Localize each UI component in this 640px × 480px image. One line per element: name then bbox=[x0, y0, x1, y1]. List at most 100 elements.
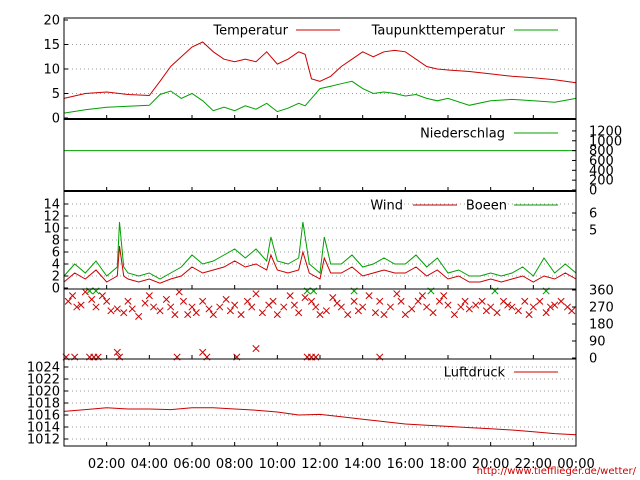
precipitation-ytick-right-label: 1000 bbox=[589, 134, 622, 149]
wind-ytick-label: 4 bbox=[52, 258, 60, 273]
wind-direction-point bbox=[258, 309, 266, 317]
wind-direction-point bbox=[184, 311, 192, 319]
wind-direction-point bbox=[269, 297, 277, 305]
wind-direction-point bbox=[344, 311, 352, 319]
wind-direction-point bbox=[252, 290, 260, 298]
wind-direction-point bbox=[64, 297, 72, 305]
wind-legend-label-2: Boeen bbox=[466, 199, 507, 214]
x-tick-label: 04:00 bbox=[131, 457, 168, 472]
wind-direction-ytick-right-label: 360 bbox=[589, 284, 614, 299]
wind-direction-point bbox=[435, 297, 444, 305]
wind-direction-ytick-right-label: 270 bbox=[589, 301, 614, 316]
wind-direction-point bbox=[429, 309, 437, 317]
wind-ytick-label: 8 bbox=[52, 234, 60, 249]
wind-direction-point bbox=[472, 301, 480, 309]
wind-direction-point bbox=[68, 292, 77, 300]
x-tick-label: 14:00 bbox=[344, 457, 381, 472]
wind-direction-point bbox=[209, 311, 217, 319]
pressure-ytick-label: 1014 bbox=[27, 421, 60, 436]
wind-direction-point bbox=[465, 305, 473, 313]
data-layer bbox=[62, 41, 577, 436]
wind-direction-point bbox=[371, 309, 380, 317]
wind-direction-point bbox=[418, 292, 426, 300]
credit-link[interactable]: http://www.tiefflieger.de/wetter/ bbox=[477, 466, 637, 477]
precipitation-ytick-right-label: 800 bbox=[589, 144, 614, 159]
wind-ytick-right-label: 5 bbox=[589, 224, 597, 239]
wind-direction-point bbox=[487, 303, 495, 311]
wind-direction-point bbox=[92, 303, 100, 311]
x-tick-label: 08:00 bbox=[216, 457, 253, 472]
wind-direction-point bbox=[359, 303, 367, 311]
wind-direction-point bbox=[77, 301, 85, 309]
wind-direction-point bbox=[237, 311, 245, 319]
wind-direction-point bbox=[156, 307, 164, 315]
pressure-ytick-label: 1018 bbox=[27, 397, 60, 412]
wind-direction-point bbox=[397, 297, 405, 305]
wind-direction-point bbox=[135, 312, 143, 320]
x-tick-label: 16:00 bbox=[387, 457, 424, 472]
wind-direction-point bbox=[222, 295, 230, 303]
wind-direction-point bbox=[88, 295, 96, 303]
wind-direction-point bbox=[529, 303, 537, 311]
wind-direction-point bbox=[546, 303, 554, 311]
wind-ytick-label: 2 bbox=[52, 270, 60, 285]
wind-direction-point bbox=[113, 305, 121, 313]
pressure-legend-label-1: Luftdruck bbox=[444, 366, 506, 381]
wind-direction-point bbox=[493, 309, 501, 317]
temperature-series-2-line bbox=[63, 80, 577, 114]
wind-direction-point bbox=[171, 311, 179, 319]
pressure-series-1-line bbox=[63, 407, 577, 436]
wind-direction-point bbox=[393, 290, 401, 298]
wind-direction-point bbox=[226, 307, 234, 315]
x-tick-label: 12:00 bbox=[301, 457, 338, 472]
wind-direction-point bbox=[280, 303, 288, 311]
precipitation-legend-label-1: Niederschlag bbox=[420, 127, 505, 142]
wind-direction-ytick-right-label: 180 bbox=[589, 318, 614, 333]
wind-direction-point bbox=[286, 292, 294, 300]
wind-ytick-label: 14 bbox=[43, 198, 60, 213]
wind-direction-point bbox=[179, 297, 188, 305]
wind-direction-point bbox=[295, 309, 303, 317]
wind-direction-point bbox=[312, 303, 320, 311]
precipitation-ytick-right-label: 0 bbox=[589, 184, 597, 199]
wind-direction-point bbox=[231, 301, 239, 309]
pressure-ytick-label: 1020 bbox=[27, 385, 60, 400]
wind-direction-point bbox=[350, 297, 358, 305]
wind-direction-point bbox=[568, 307, 576, 315]
wind-direction-point bbox=[504, 301, 512, 309]
wind-direction-ytick-right-label: 90 bbox=[589, 335, 606, 350]
wind-direction-point bbox=[536, 297, 544, 305]
x-tick-label: 00:00 bbox=[557, 457, 594, 472]
wind-direction-point bbox=[273, 311, 281, 319]
temperature-ytick-label: 5 bbox=[52, 87, 60, 102]
wind-legend-label-1: Wind bbox=[370, 199, 403, 214]
wind-direction-point bbox=[444, 301, 452, 309]
precipitation-ytick-right-label: 1200 bbox=[589, 124, 622, 139]
wind-direction-point bbox=[141, 299, 149, 307]
wind-direction-point bbox=[329, 294, 337, 302]
pressure-ytick-label: 1016 bbox=[27, 409, 60, 424]
wind-ytick-label: 12 bbox=[43, 210, 60, 225]
wind-direction-point bbox=[167, 303, 175, 311]
wind-direction-point bbox=[401, 311, 409, 319]
x-tick-label: 02:00 bbox=[88, 457, 125, 472]
wind-direction-point bbox=[322, 307, 330, 315]
wind-direction-point bbox=[205, 305, 213, 313]
x-tick-label: 22:00 bbox=[515, 457, 552, 472]
wind-series-2-line bbox=[63, 221, 577, 280]
temperature-ytick-label: 10 bbox=[43, 63, 60, 78]
wind-direction-point bbox=[525, 311, 533, 319]
wind-direction-point bbox=[113, 348, 121, 356]
temperature-legend-label-2: Taupunkttemperatur bbox=[371, 24, 506, 39]
wind-direction-point bbox=[521, 297, 529, 305]
wind-direction-point bbox=[199, 348, 207, 356]
wind-direction-point bbox=[128, 305, 136, 313]
wind-direction-point bbox=[337, 303, 345, 311]
wind-direction-point bbox=[73, 303, 81, 311]
wind-ytick-label: 6 bbox=[52, 246, 60, 261]
x-tick-label: 10:00 bbox=[259, 457, 296, 472]
wind-direction-point bbox=[551, 301, 559, 309]
wind-direction-point bbox=[478, 297, 486, 305]
temperature-ytick-label: 0 bbox=[52, 112, 60, 127]
pressure-ytick-label: 1022 bbox=[27, 373, 60, 388]
